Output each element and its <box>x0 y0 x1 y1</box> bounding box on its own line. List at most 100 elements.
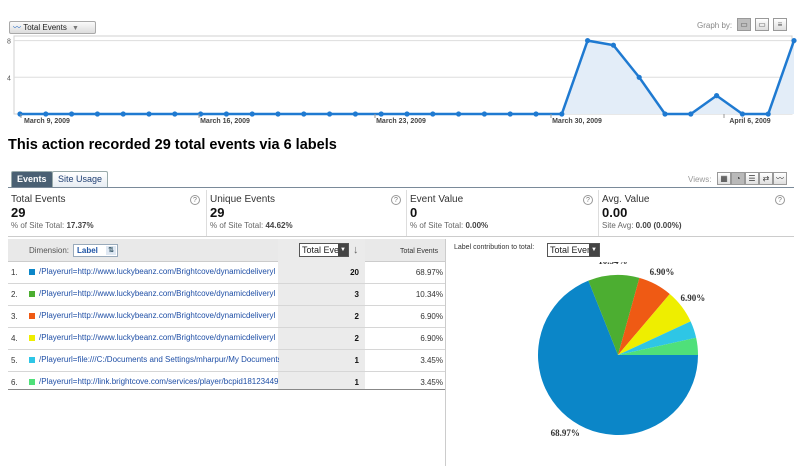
row-percent: 3.45% <box>420 356 443 365</box>
row-label-link[interactable]: /Playerurl=file:///C:/Documents and Sett… <box>39 355 279 364</box>
chevron-down-icon: ⇅ <box>106 246 116 255</box>
data-point <box>430 111 436 117</box>
slice-data-label: 6.90% <box>650 267 675 277</box>
x-tick-label: April 6, 2009 <box>729 118 770 125</box>
color-swatch <box>29 335 35 341</box>
tab-events[interactable]: Events <box>11 171 53 188</box>
table-row: 2. /Playerurl=http://www.luckybeanz.com/… <box>8 284 445 306</box>
y-tick-label: 4 <box>7 75 11 82</box>
data-point <box>172 111 178 117</box>
scorecard-sub-value: 17.37% <box>66 221 94 230</box>
view-bar-button[interactable]: ☰ <box>745 172 759 185</box>
tab-site-usage[interactable]: Site Usage <box>52 171 109 188</box>
metric-column <box>278 239 365 389</box>
slice-data-label: 68.97% <box>551 428 580 438</box>
dimension-select[interactable]: Label ⇅ <box>73 244 118 257</box>
data-point <box>559 111 565 117</box>
table-header: Dimension: Label ⇅ <box>8 239 445 262</box>
data-point <box>585 37 591 44</box>
data-point <box>507 111 513 117</box>
x-tick-label: March 23, 2009 <box>376 118 426 125</box>
view-pivot-button[interactable]: 〰 <box>773 172 787 185</box>
graph-by-month-button[interactable]: ≡ <box>773 18 787 31</box>
scorecard-avg-value: Avg. Value 0.00 Site Avg: 0.00 (0.00%) ? <box>598 190 794 236</box>
scorecard-sub-value: 0.00 (0.00%) <box>635 221 682 230</box>
sort-metric-value: Total Events <box>302 245 349 255</box>
pivot-icon: 〰 <box>776 174 784 183</box>
graph-by-label: Graph by: <box>697 21 733 30</box>
help-icon[interactable]: ? <box>190 195 200 205</box>
row-percent: 3.45% <box>420 378 443 387</box>
dimension-value: Label <box>77 246 98 255</box>
data-point <box>404 111 410 117</box>
graph-by-day-button[interactable]: ▭ <box>737 18 751 31</box>
metric-select[interactable]: 〰 Total Events ▼ <box>9 21 96 34</box>
row-percent: 6.90% <box>420 334 443 343</box>
row-count: 20 <box>350 268 359 277</box>
row-label-link[interactable]: /Playerurl=http://www.luckybeanz.com/Bri… <box>39 311 276 320</box>
row-label-link[interactable]: /Playerurl=http://www.luckybeanz.com/Bri… <box>39 289 276 298</box>
data-point <box>17 111 23 117</box>
data-point <box>378 111 384 117</box>
data-point <box>714 93 720 99</box>
area-fill <box>20 40 794 114</box>
scorecard-event-value: Event Value 0 % of Site Total: 0.00% ? <box>406 190 598 236</box>
scorecard-value: 0 <box>410 205 418 220</box>
data-point <box>352 111 358 117</box>
data-point <box>610 42 617 48</box>
data-point <box>481 111 487 117</box>
view-compare-button[interactable]: ⇄ <box>759 172 773 185</box>
graph-by-week-button[interactable]: ▭ <box>755 18 769 31</box>
data-point <box>94 111 100 117</box>
table-row: 6. /Playerurl=http://link.brightcove.com… <box>8 372 445 389</box>
plot-area <box>13 35 793 115</box>
row-number: 5. <box>11 356 18 365</box>
scorecard-unique-events: Unique Events 29 % of Site Total: 44.62%… <box>206 190 406 236</box>
row-label-link[interactable]: /Playerurl=http://www.luckybeanz.com/Bri… <box>39 333 276 342</box>
dropdown-arrow-icon: ▼ <box>338 244 348 256</box>
scorecard-label: Avg. Value <box>602 194 650 205</box>
color-swatch <box>29 269 35 275</box>
data-point <box>146 111 152 117</box>
data-point <box>662 111 668 117</box>
grid-icon: ▦ <box>720 174 728 183</box>
help-icon[interactable]: ? <box>775 195 785 205</box>
help-icon[interactable]: ? <box>583 195 593 205</box>
data-point <box>739 111 746 117</box>
sort-metric-select[interactable]: Total Events ▼ <box>299 243 349 257</box>
scorecard-total-events: Total Events 29 % of Site Total: 17.37% … <box>8 190 206 236</box>
pie-metric-value: Total Events <box>550 245 600 255</box>
y-tick-label: 8 <box>7 39 11 46</box>
pie-metric-select[interactable]: Total Events ▼ <box>547 243 600 257</box>
x-tick-label: March 30, 2009 <box>552 118 602 125</box>
row-label-link[interactable]: /Playerurl=http://link.brightcove.com/se… <box>39 377 279 386</box>
views-label: Views: <box>688 175 712 184</box>
month-icon: ≡ <box>777 20 783 29</box>
help-icon[interactable]: ? <box>391 195 401 205</box>
view-table-button[interactable]: ▦ <box>717 172 731 185</box>
table-row: 3. /Playerurl=http://www.luckybeanz.com/… <box>8 306 445 328</box>
scorecard-sub-label: % of Site Total: <box>11 221 65 230</box>
row-number: 6. <box>11 378 18 387</box>
row-number: 2. <box>11 290 18 299</box>
view-pie-button[interactable]: ◔ <box>731 172 745 185</box>
color-swatch <box>29 379 35 385</box>
pie-icon: ◔ <box>735 174 741 183</box>
data-point <box>765 111 771 117</box>
row-count: 1 <box>354 356 359 365</box>
trend-chart: 8 4 March 9, 2009 March 16, 2009 March 23, 2… <box>7 35 797 125</box>
data-point <box>249 111 255 117</box>
pie-slice <box>618 277 670 355</box>
slice-data-label: 6.90% <box>680 293 705 303</box>
scorecard-sub-label: % of Site Total: <box>410 221 464 230</box>
scorecard-sub-value: 0.00% <box>465 221 489 230</box>
row-count: 3 <box>354 290 359 299</box>
bar-icon: ☰ <box>748 174 756 183</box>
scorecard-sub-label: % of Site Total: <box>210 221 264 230</box>
row-label-link[interactable]: /Playerurl=http://www.luckybeanz.com/Bri… <box>39 267 276 276</box>
sort-descending-icon[interactable]: ↓ <box>353 244 359 256</box>
pie-slice <box>618 321 697 355</box>
week-icon: ▭ <box>758 20 766 29</box>
row-percent: 10.34% <box>415 290 443 299</box>
data-point <box>223 111 229 117</box>
